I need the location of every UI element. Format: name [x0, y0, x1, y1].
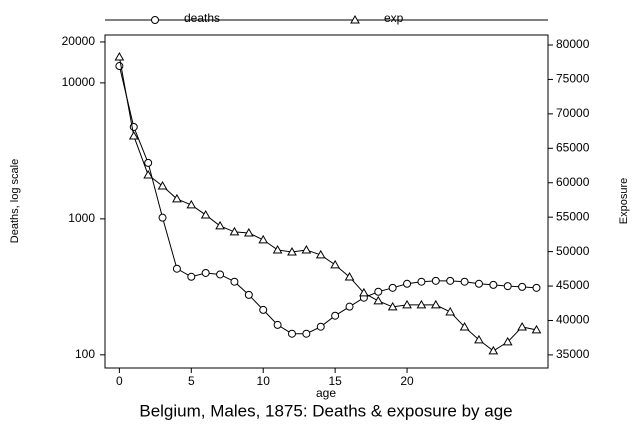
marker: [157, 180, 168, 190]
marker: [114, 51, 125, 61]
marker: [243, 227, 254, 237]
marker: [388, 283, 397, 292]
plot-frame: [104, 34, 549, 369]
marker: [403, 279, 412, 288]
x-tick-label: 10: [257, 374, 271, 388]
marker: [445, 306, 456, 316]
y-tick-label: 1000: [68, 211, 95, 225]
marker: [330, 259, 340, 269]
x-axis-label: age: [316, 386, 336, 400]
marker: [216, 270, 225, 279]
marker: [143, 169, 154, 179]
marker: [287, 329, 296, 338]
x-tick-label: 20: [400, 374, 414, 388]
marker: [489, 280, 498, 289]
marker: [258, 234, 269, 244]
marker: [215, 220, 225, 230]
marker: [187, 272, 196, 281]
marker: [172, 193, 182, 203]
y-tick-label: 100: [75, 347, 95, 361]
legend-label: deaths: [184, 11, 220, 25]
y-tick-label: 20000: [62, 34, 96, 48]
marker: [532, 283, 541, 292]
y-tick-label: 10000: [62, 75, 96, 89]
marker: [151, 16, 159, 24]
marker: [345, 302, 354, 311]
marker: [331, 311, 340, 320]
y2-tick-label: 75000: [556, 72, 590, 86]
marker: [272, 244, 283, 254]
marker: [158, 213, 167, 222]
y2-tick-label: 40000: [556, 313, 590, 327]
marker: [460, 277, 469, 286]
y2-tick-label: 70000: [556, 106, 590, 120]
marker: [517, 321, 527, 331]
marker: [503, 282, 512, 291]
marker: [488, 345, 499, 355]
marker: [201, 268, 210, 277]
y2-tick-label: 55000: [556, 209, 590, 223]
marker: [417, 277, 426, 286]
series-line: [118, 56, 537, 352]
marker: [200, 209, 211, 219]
marker: [430, 299, 441, 309]
marker: [402, 299, 412, 309]
series-line: [118, 65, 537, 335]
y2-tick-label: 50000: [556, 244, 590, 258]
y2-tick-label: 35000: [556, 347, 590, 361]
x-tick-label: 5: [188, 374, 195, 388]
y-axis-label: Deaths, log scale: [9, 159, 21, 243]
marker: [186, 199, 197, 209]
marker: [387, 301, 398, 311]
marker: [273, 320, 282, 329]
y2-tick-label: 65000: [556, 140, 590, 154]
x-tick-label: 15: [328, 374, 342, 388]
marker: [229, 226, 240, 236]
marker: [144, 158, 153, 167]
marker: [459, 321, 470, 331]
x-tick-label: 0: [116, 374, 123, 388]
marker: [502, 336, 513, 346]
marker: [474, 279, 483, 288]
marker: [350, 14, 360, 24]
marker: [287, 246, 297, 256]
marker: [518, 282, 527, 291]
marker: [373, 295, 384, 305]
marker: [359, 287, 369, 297]
marker: [128, 130, 139, 140]
y2-tick-label: 45000: [556, 278, 590, 292]
marker: [172, 264, 181, 273]
y2-tick-label: 60000: [556, 175, 590, 189]
marker: [230, 277, 239, 286]
marker: [416, 299, 427, 309]
chart-title: Belgium, Males, 1875: Deaths & exposure …: [139, 401, 512, 420]
marker: [244, 290, 253, 299]
marker: [302, 329, 311, 338]
marker: [259, 305, 268, 314]
y2-axis-label: Exposure: [618, 178, 630, 224]
marker: [446, 276, 455, 285]
marker: [316, 322, 325, 331]
marker: [301, 244, 312, 254]
legend-label: exp: [384, 11, 404, 25]
marker: [531, 324, 542, 334]
marker: [374, 287, 383, 296]
marker: [474, 334, 484, 344]
marker: [315, 249, 326, 259]
marker: [344, 271, 355, 281]
marker: [431, 276, 440, 285]
y2-tick-label: 80000: [556, 37, 590, 51]
